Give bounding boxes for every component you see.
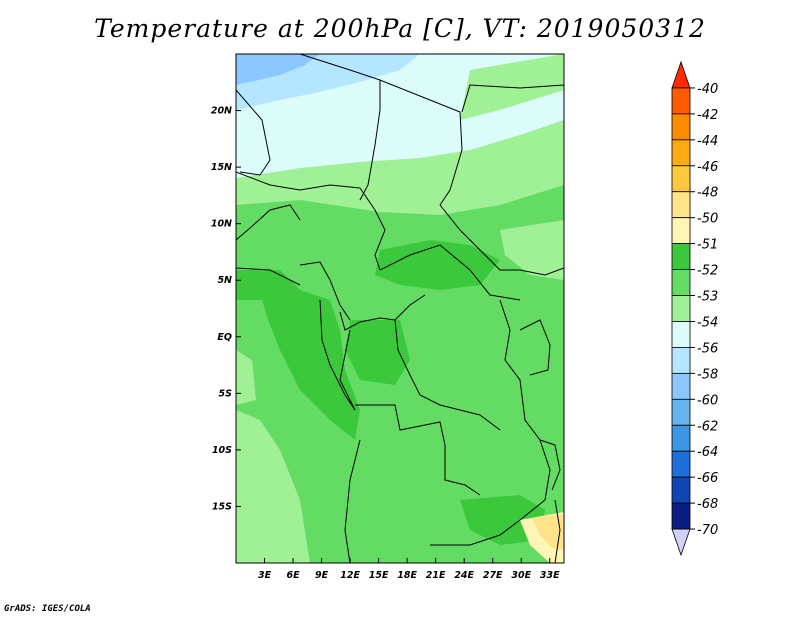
- colorbar-swatch: [671, 528, 691, 557]
- colorbar-label: -52: [697, 264, 718, 279]
- longitude-axis: 3E 6E 9E 12E 15E 18E 21E 24E 27E 30E 33E: [258, 558, 560, 581]
- colorbar-label: -48: [697, 186, 718, 201]
- colorbar-label: -68: [697, 497, 718, 512]
- lat-tick-label: 15S: [212, 501, 232, 512]
- country-borders: [236, 54, 564, 563]
- colorbar-swatch: [671, 165, 691, 193]
- lat-tick-label: 5N: [217, 275, 232, 286]
- lat-tick-label: EQ: [217, 332, 232, 343]
- band-minus-54-e: [500, 220, 564, 280]
- colorbar-swatch: [671, 347, 691, 374]
- lon-tick-label: 15E: [369, 570, 389, 581]
- colorbar-label: -40: [697, 82, 718, 97]
- colorbar-swatch: [671, 398, 691, 426]
- colorbar-label: -60: [697, 393, 718, 408]
- colorbar-swatch: [671, 87, 691, 115]
- colorbar-swatch: [671, 502, 691, 530]
- map-title: Temperature at 200hPa [C], VT: 201905031…: [94, 14, 706, 43]
- temperature-field: [236, 54, 564, 563]
- colorbar-label: -53: [697, 290, 718, 305]
- lon-tick-label: 3E: [258, 570, 272, 581]
- colorbar-label: -50: [697, 212, 718, 227]
- lon-tick-label: 27E: [483, 570, 503, 581]
- colorbar-label: -64: [697, 445, 718, 460]
- colorbar-swatch: [671, 139, 691, 167]
- lon-tick-label: 33E: [540, 570, 560, 581]
- lon-tick-label: 21E: [426, 570, 446, 581]
- band-minus-60: [236, 54, 320, 85]
- lat-tick-label: 15N: [211, 162, 232, 173]
- band-minus-54-w: [236, 350, 256, 405]
- colorbar-swatch: [671, 321, 691, 348]
- colorbar-swatch: [671, 191, 691, 219]
- band-minus-52-center: [375, 240, 500, 290]
- band-minus-54-ne: [460, 54, 564, 120]
- colorbar-label: -62: [697, 419, 718, 434]
- lat-tick-label: 10S: [212, 445, 232, 456]
- colorbar-swatch: [671, 60, 691, 89]
- footer-credit: GrADS: IGES/COLA: [4, 604, 91, 614]
- colorbar-label: -70: [697, 523, 718, 538]
- band-minus-50: [532, 514, 564, 550]
- lon-tick-label: 9E: [315, 570, 329, 581]
- colorbar-swatch: [671, 476, 691, 504]
- lon-tick-label: 6E: [286, 570, 300, 581]
- lon-tick-label: 18E: [397, 570, 417, 581]
- colorbar-swatch: [671, 217, 691, 245]
- band-minus-52-congo: [345, 320, 410, 385]
- colorbar-swatch: [671, 424, 691, 452]
- colorbar-swatch: [671, 295, 691, 322]
- lat-tick-label: 10N: [211, 219, 232, 230]
- band-minus-54-sw: [236, 410, 310, 563]
- map-frame: [235, 53, 565, 564]
- colorbar-label: -58: [697, 367, 718, 382]
- colorbar-label: -51: [697, 238, 718, 253]
- lon-tick-label: 30E: [511, 570, 531, 581]
- colorbar-label: -46: [697, 160, 718, 175]
- band-minus-52-west: [262, 290, 360, 440]
- colorbar: -40 -42 -44 -46 -48 -50 -51 -52 -53 -54 -56 -58 -60 -…: [671, 60, 718, 557]
- latitude-axis: 20N 15N 10N 5N EQ 5S 10S 15S: [211, 106, 241, 512]
- lon-tick-label: 12E: [340, 570, 360, 581]
- colorbar-swatch: [671, 113, 691, 141]
- colorbar-label: -56: [697, 341, 718, 356]
- colorbar-label: -54: [697, 315, 718, 330]
- colorbar-swatch: [671, 243, 691, 270]
- lon-tick-label: 24E: [454, 570, 474, 581]
- colorbar-swatch: [671, 450, 691, 478]
- colorbar-label: -66: [697, 471, 718, 486]
- colorbar-swatch: [671, 372, 691, 400]
- lat-tick-label: 20N: [211, 106, 232, 117]
- colorbar-label: -42: [697, 108, 718, 123]
- colorbar-label: -44: [697, 134, 718, 149]
- band-minus-52-south: [460, 495, 545, 545]
- colorbar-swatch: [671, 269, 691, 296]
- lat-tick-label: 5S: [219, 388, 233, 399]
